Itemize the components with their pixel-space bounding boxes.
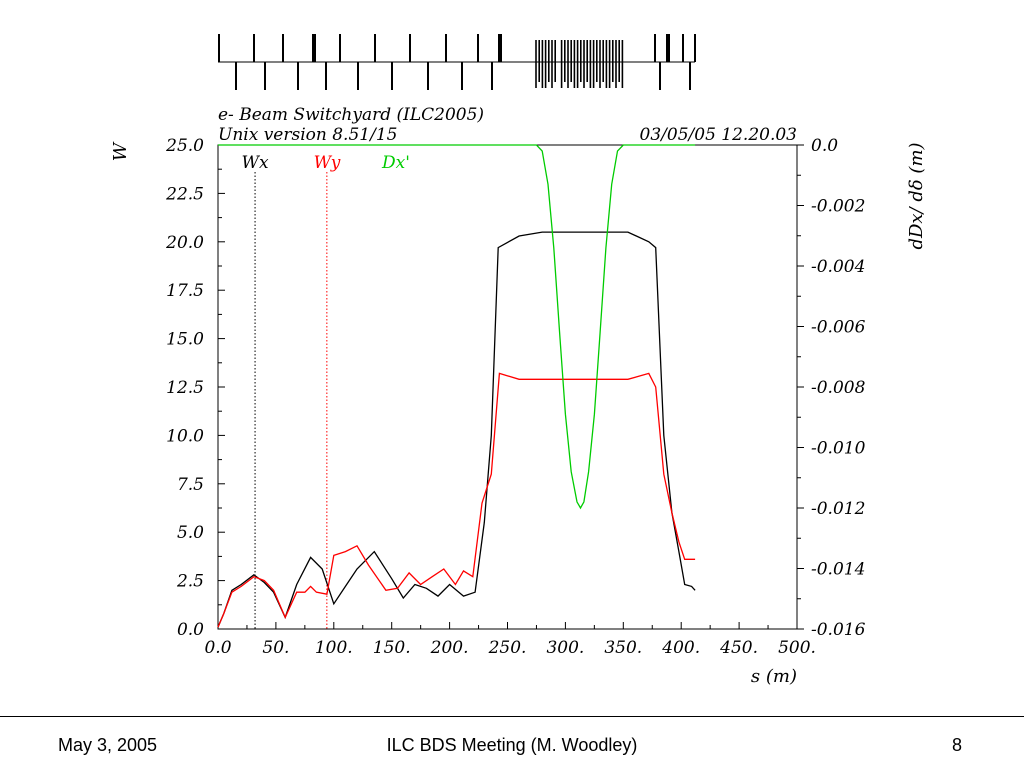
chart: e- Beam Switchyard (ILC2005) Unix versio…: [110, 34, 927, 687]
y-right-tick-label: -0.008: [811, 378, 866, 398]
slide-footer: May 3, 2005 ILC BDS Meeting (M. Woodley)…: [0, 716, 1024, 769]
x-tick-label: 200.: [430, 638, 469, 658]
y-right-axis-label: dDx/ dδ (m): [906, 142, 927, 249]
y-left-tick-label: 15.0: [166, 330, 204, 350]
chart-title: e- Beam Switchyard (ILC2005): [218, 105, 484, 125]
x-tick-label: 250.: [488, 638, 527, 658]
y-left-tick-label: 12.5: [166, 378, 204, 398]
lattice-magnet: [498, 34, 502, 62]
y-left-tick-label: 17.5: [166, 281, 204, 301]
x-tick-label: 0.0: [204, 638, 231, 658]
y-left-tick-label: 2.5: [176, 572, 204, 592]
y-right-tick-labels: 0.0 -0.002 -0.004 -0.006 -0.008 -0.010 -0.012 -…: [811, 136, 866, 640]
beamline-lattice-schematic: [218, 34, 696, 90]
footer-page-number: 8: [951, 735, 962, 755]
y-left-tick-label: 22.5: [165, 184, 204, 204]
y-left-tick-label: 25.0: [165, 136, 204, 156]
y-left-axis-label: W: [110, 141, 131, 161]
footer-date: May 3, 2005: [58, 735, 158, 755]
chart-timestamp: 03/05/05 12.20.03: [640, 125, 797, 145]
y-left-tick-label: 7.5: [177, 475, 204, 495]
footer-title: ILC BDS Meeting (M. Woodley): [386, 735, 638, 755]
x-tick-label: 500.: [778, 638, 816, 658]
lattice-magnet: [666, 34, 670, 62]
y-right-tick-label: -0.014: [811, 560, 865, 580]
y-right-tick-label: -0.016: [811, 620, 866, 640]
x-tick-label: 150.: [373, 638, 411, 658]
x-tick-label: 300.: [546, 638, 584, 658]
x-tick-labels: 0.0 50. 100. 150. 200. 250. 300. 350. 400. 450. 50…: [204, 638, 815, 658]
x-tick-label: 350.: [604, 638, 642, 658]
series-wx-line: [217, 231, 696, 628]
legend-label-wx: Wx: [241, 153, 268, 173]
legend-label-dx: Dx': [381, 153, 410, 173]
y-right-tick-label: -0.010: [811, 439, 866, 459]
y-left-tick-label: 20.0: [165, 233, 204, 253]
legend-label-wy: Wy: [314, 153, 341, 173]
series-group: [217, 144, 696, 628]
series-dx-line: [218, 144, 696, 510]
x-tick-label: 450.: [719, 638, 758, 658]
y-right-tick-label: -0.002: [811, 197, 865, 217]
y-left-tick-label: 5.0: [177, 523, 204, 543]
lattice-magnet: [312, 34, 316, 62]
chart-version: Unix version 8.51/15: [218, 125, 397, 145]
y-left-tick-label: 10.0: [166, 426, 204, 446]
x-axis-label: s (m): [751, 666, 797, 687]
y-right-tick-label: 0.0: [811, 136, 838, 156]
y-right-tick-label: -0.012: [811, 499, 865, 519]
x-tick-label: 400.: [661, 638, 700, 658]
y-left-tick-label: 0.0: [177, 620, 204, 640]
legend: Wx Wy Dx': [241, 153, 410, 629]
y-left-tick-labels: 0.0 2.5 5.0 7.5 10.0 12.5 15.0 17.5 20.0 22.5 25.0: [165, 136, 204, 640]
axis-ticks: [217, 144, 804, 630]
series-wy-line: [217, 372, 696, 628]
y-right-tick-label: -0.006: [811, 318, 866, 338]
y-right-tick-label: -0.004: [811, 257, 865, 277]
x-tick-label: 50.: [262, 638, 289, 658]
x-tick-label: 100.: [315, 638, 353, 658]
plot-frame: [217, 144, 798, 630]
